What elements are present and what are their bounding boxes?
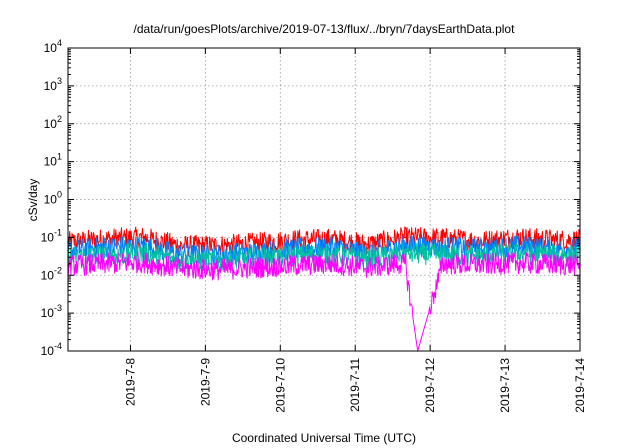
x-axis-label: Coordinated Universal Time (UTC) (232, 431, 416, 445)
y-tick-label: 10-2 (41, 265, 62, 282)
series-4-point (254, 266, 257, 269)
series-3-point (516, 252, 519, 255)
series-2-point (142, 244, 144, 247)
y-tick-label: 101 (44, 152, 62, 169)
y-tick-label: 102 (44, 114, 62, 131)
series-2-point (404, 244, 406, 247)
series-4-point (366, 266, 369, 269)
series-3-point (291, 254, 294, 257)
x-tick-label: 2019-7-11 (348, 358, 362, 412)
y-tick-label: 104 (44, 38, 62, 55)
series-line-4 (67, 251, 581, 351)
series-4-point (441, 263, 444, 265)
series-4-point (554, 263, 556, 266)
series-4-point (291, 264, 294, 267)
series-3-point (366, 258, 369, 260)
x-tick-label: 2019-7-14 (573, 358, 587, 413)
series-4-point (179, 267, 182, 270)
series-4-point (217, 268, 219, 271)
series-1-point (404, 236, 406, 239)
x-tick-label: 2019-7-13 (498, 358, 512, 413)
y-tick-label: 100 (44, 190, 62, 207)
series-2-point (254, 251, 257, 254)
series-4-point (142, 261, 144, 264)
series-2-point (291, 247, 294, 250)
series-4-point (516, 262, 519, 264)
series-2-point (217, 253, 219, 256)
y-tick-label: 103 (44, 76, 62, 93)
y-axis-label: cSv/day (26, 179, 40, 222)
series-3-point (441, 253, 444, 256)
series-3-point (254, 257, 257, 260)
series-1-point (179, 244, 182, 247)
y-tick-label: 10-3 (41, 303, 62, 320)
x-tick-label: 2019-7-9 (198, 358, 212, 406)
chart-title: /data/run/goesPlots/archive/2019-07-13/f… (134, 22, 516, 36)
series-3-point (104, 253, 107, 256)
x-tick-label: 2019-7-12 (423, 358, 437, 413)
series-1-point (104, 238, 107, 240)
series-4-point (104, 263, 107, 265)
series-4-point (329, 263, 332, 265)
y-axis: 10-4 10-3 10-2 10-1 100 101 102 103 104 (41, 38, 580, 358)
series-1-point (142, 236, 144, 239)
series-line-2 (67, 235, 581, 266)
series-2-point (329, 246, 332, 249)
x-tick-label: 2019-7-8 (123, 358, 137, 406)
y-tick-label: 10-4 (41, 341, 62, 358)
x-tick-label: 2019-7-10 (273, 358, 287, 413)
series-4-point (404, 262, 406, 264)
series-1-point (366, 243, 369, 246)
series-3-point (404, 252, 406, 255)
x-axis: 2019-7-8 2019-7-9 2019-7-10 2019-7-11 2019-7… (123, 48, 587, 413)
series-layer (67, 226, 581, 352)
series-1-point (554, 239, 556, 241)
series-4-point (479, 263, 481, 266)
series-1-point (254, 242, 257, 245)
grid (68, 48, 580, 351)
y-tick-label: 10-1 (41, 227, 62, 244)
series-3-point (329, 253, 332, 256)
series-2-point (179, 253, 182, 256)
